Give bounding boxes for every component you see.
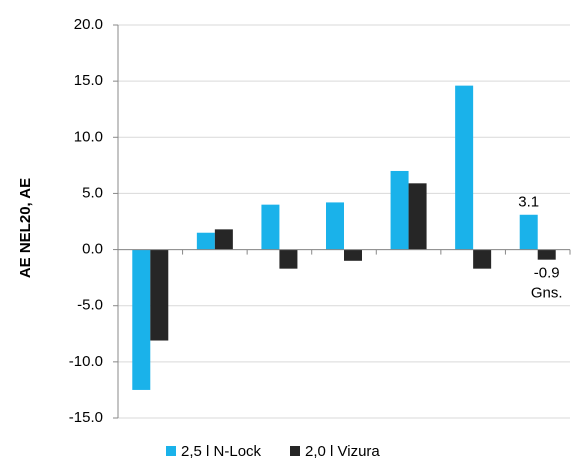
bar <box>519 214 538 250</box>
bar <box>150 249 169 341</box>
bar <box>390 170 409 250</box>
annotation: Gns. <box>531 285 563 302</box>
y-tick-label: 0.0 <box>82 241 103 258</box>
y-tick-label: -5.0 <box>77 297 103 314</box>
y-tick-label: 5.0 <box>82 184 103 201</box>
y-tick-label: -15.0 <box>69 409 103 426</box>
data-label: 3.1 <box>518 194 539 211</box>
bar <box>214 229 233 250</box>
bar <box>455 85 474 250</box>
legend-swatch <box>290 446 300 456</box>
bar <box>473 249 492 269</box>
legend-swatch <box>166 446 176 456</box>
bar <box>196 232 215 250</box>
bar <box>261 204 280 250</box>
bar <box>344 249 362 261</box>
legend-label: 2,0 l Vizura <box>305 443 380 460</box>
bar <box>326 202 344 250</box>
bar <box>279 249 298 269</box>
bar <box>132 249 151 390</box>
bar <box>537 249 556 260</box>
legend-label: 2,5 l N-Lock <box>181 443 262 460</box>
y-tick-label: 10.0 <box>74 128 103 145</box>
y-axis-label: AE NEL20, AE <box>17 178 34 278</box>
bar <box>408 183 427 250</box>
data-label: -0.9 <box>534 265 560 282</box>
y-tick-label: -10.0 <box>69 353 103 370</box>
y-tick-label: 20.0 <box>74 16 103 33</box>
y-tick-label: 15.0 <box>74 72 103 89</box>
